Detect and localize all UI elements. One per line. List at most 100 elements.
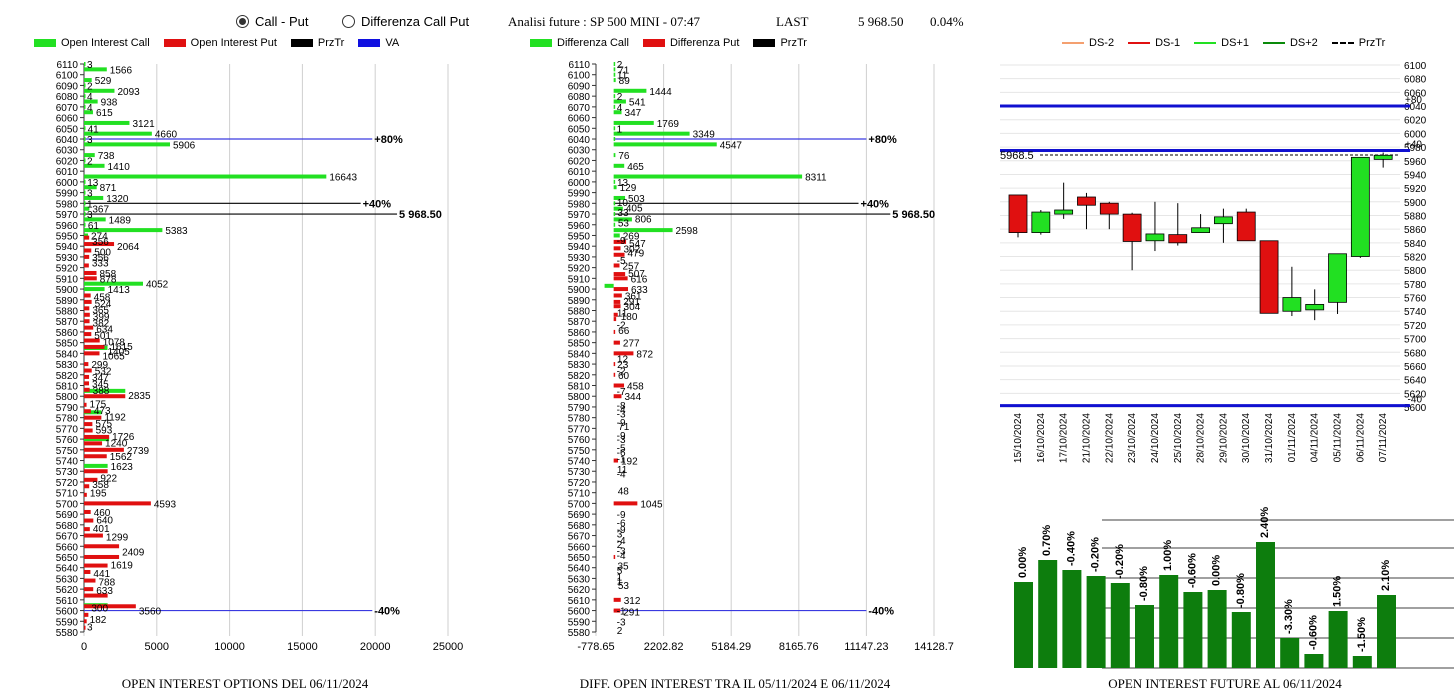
bar-value-label: 3 [87,210,93,221]
y-tick-label: 5700 [1404,335,1427,346]
radio-unselected-icon[interactable] [342,15,355,28]
y-tick-label: 5830 [56,360,79,371]
put-bar [84,509,91,514]
prztr-label: 5 968.50 [399,209,442,221]
future-bar [1207,590,1227,668]
bar-value-label: 300 [91,603,108,614]
bar-value-label: 3560 [139,607,162,618]
y-tick-label: 5630 [568,574,591,585]
x-tick-label: 15/10/2024 [1013,413,1024,463]
x-tick-label: 22/10/2024 [1104,413,1115,463]
va-label: +80% [374,134,403,146]
radio-differenza[interactable]: Differenza Call Put [342,14,469,29]
radio-call-put[interactable]: Call - Put [236,14,308,29]
bar-value-label: 399 [93,312,110,323]
call-bar [84,120,130,125]
legend-left-item: PrzTr [290,37,344,49]
legend-left-item: VA [358,37,399,49]
y-tick-label: 5770 [568,424,591,435]
y-tick-label: 5870 [56,317,79,328]
y-tick-label: 6020 [1404,116,1427,127]
y-tick-label: 5900 [1404,198,1427,209]
bar-value-label: 4547 [720,140,743,151]
x-tick-label: 8165.76 [779,641,819,653]
bar-value-label: 61 [88,221,100,232]
bar-value-label: -9 [617,431,626,442]
future-bar-label: -0.20% [1090,537,1102,572]
bar-value-label: 35 [617,562,629,573]
bar-value-label: 1619 [111,560,134,571]
y-tick-label: 6090 [568,81,591,92]
y-tick-label: 5610 [56,596,79,607]
future-bar [1352,656,1372,668]
y-tick-label: 5940 [1404,170,1427,181]
radio-differenza-label: Differenza Call Put [361,14,470,29]
call-bar [84,463,108,468]
bar-value-label: 593 [96,425,113,436]
call-bar [84,179,86,184]
put-bar [613,501,638,506]
legend-right: DS-2 DS-1 DS+1 DS+2 PrzTr [1062,37,1399,49]
y-tick-label: 5760 [56,435,79,446]
future-bar-label: -0.20% [1114,544,1126,579]
put-bar [84,276,97,281]
bar-value-label: 4 [87,92,93,103]
call-bar [613,142,717,147]
y-tick-label: 6050 [56,124,79,135]
call-bar [613,72,616,77]
y-tick-label: 6030 [568,146,591,157]
y-tick-label: 5640 [56,564,79,575]
legend-mid: Differenza Call Differenza Put PrzTr [530,37,821,49]
bar-value-label: 1299 [106,533,129,544]
future-bar [1183,592,1203,668]
call-bar [613,88,647,93]
bar-value-label: 615 [96,108,113,119]
bar-value-label: 356 [92,253,109,264]
put-bar [84,447,124,452]
bar-value-label: -7 [617,387,626,398]
bar-value-label: -9 [617,525,626,536]
bar-value-label: 458 [627,382,644,393]
bar-value-label: 1623 [111,462,134,473]
y-tick-label: 5750 [56,446,79,457]
x-tick-label: 07/11/2024 [1378,413,1389,463]
radio-selected-icon[interactable] [236,15,249,28]
bar-value-label: 2064 [117,242,140,253]
x-tick-label: 17/10/2024 [1059,413,1070,463]
legend-left-label: Open Interest Put [190,37,277,49]
bar-value-label: -4 [617,536,626,547]
put-bar [613,293,622,298]
y-tick-label: 5960 [1404,157,1427,168]
bar-value-label: -4 [617,405,626,416]
legend-right-swatch [1128,42,1151,44]
put-bar [84,434,110,439]
put-bar [84,368,92,373]
call-bar [84,88,115,93]
bar-value-label: 2 [87,156,93,167]
y-tick-label: 5920 [1404,184,1427,195]
put-bar [613,317,617,322]
y-tick-label: 6080 [56,92,79,103]
bar-value-label: 878 [100,274,117,285]
put-bar [613,597,621,602]
future-bar-label: -3.30% [1283,599,1295,634]
legend-right-swatch [1194,42,1217,44]
put-bar [84,381,90,386]
future-bar-label: -0.60% [1186,553,1198,588]
y-tick-label: 6040 [568,135,591,146]
legend-right-item: DS+2 [1262,37,1318,49]
legend-left: Open Interest Call Open Interest Put PrzTr… [34,37,413,49]
candle-body [1282,297,1302,312]
bar-value-label: 382 [93,318,110,329]
future-bar-label: 2.10% [1380,560,1392,591]
y-tick-label: 5580 [56,628,79,639]
call-bar [613,206,623,211]
call-bar [613,137,616,142]
put-bar [613,272,626,277]
x-tick-label: 23/10/2024 [1127,413,1138,463]
future-bar-label: 1.50% [1332,576,1344,607]
y-tick-label: 5990 [568,189,591,200]
put-bar [84,619,87,624]
candle-body [1122,213,1142,242]
bar-value-label: 501 [94,331,111,342]
